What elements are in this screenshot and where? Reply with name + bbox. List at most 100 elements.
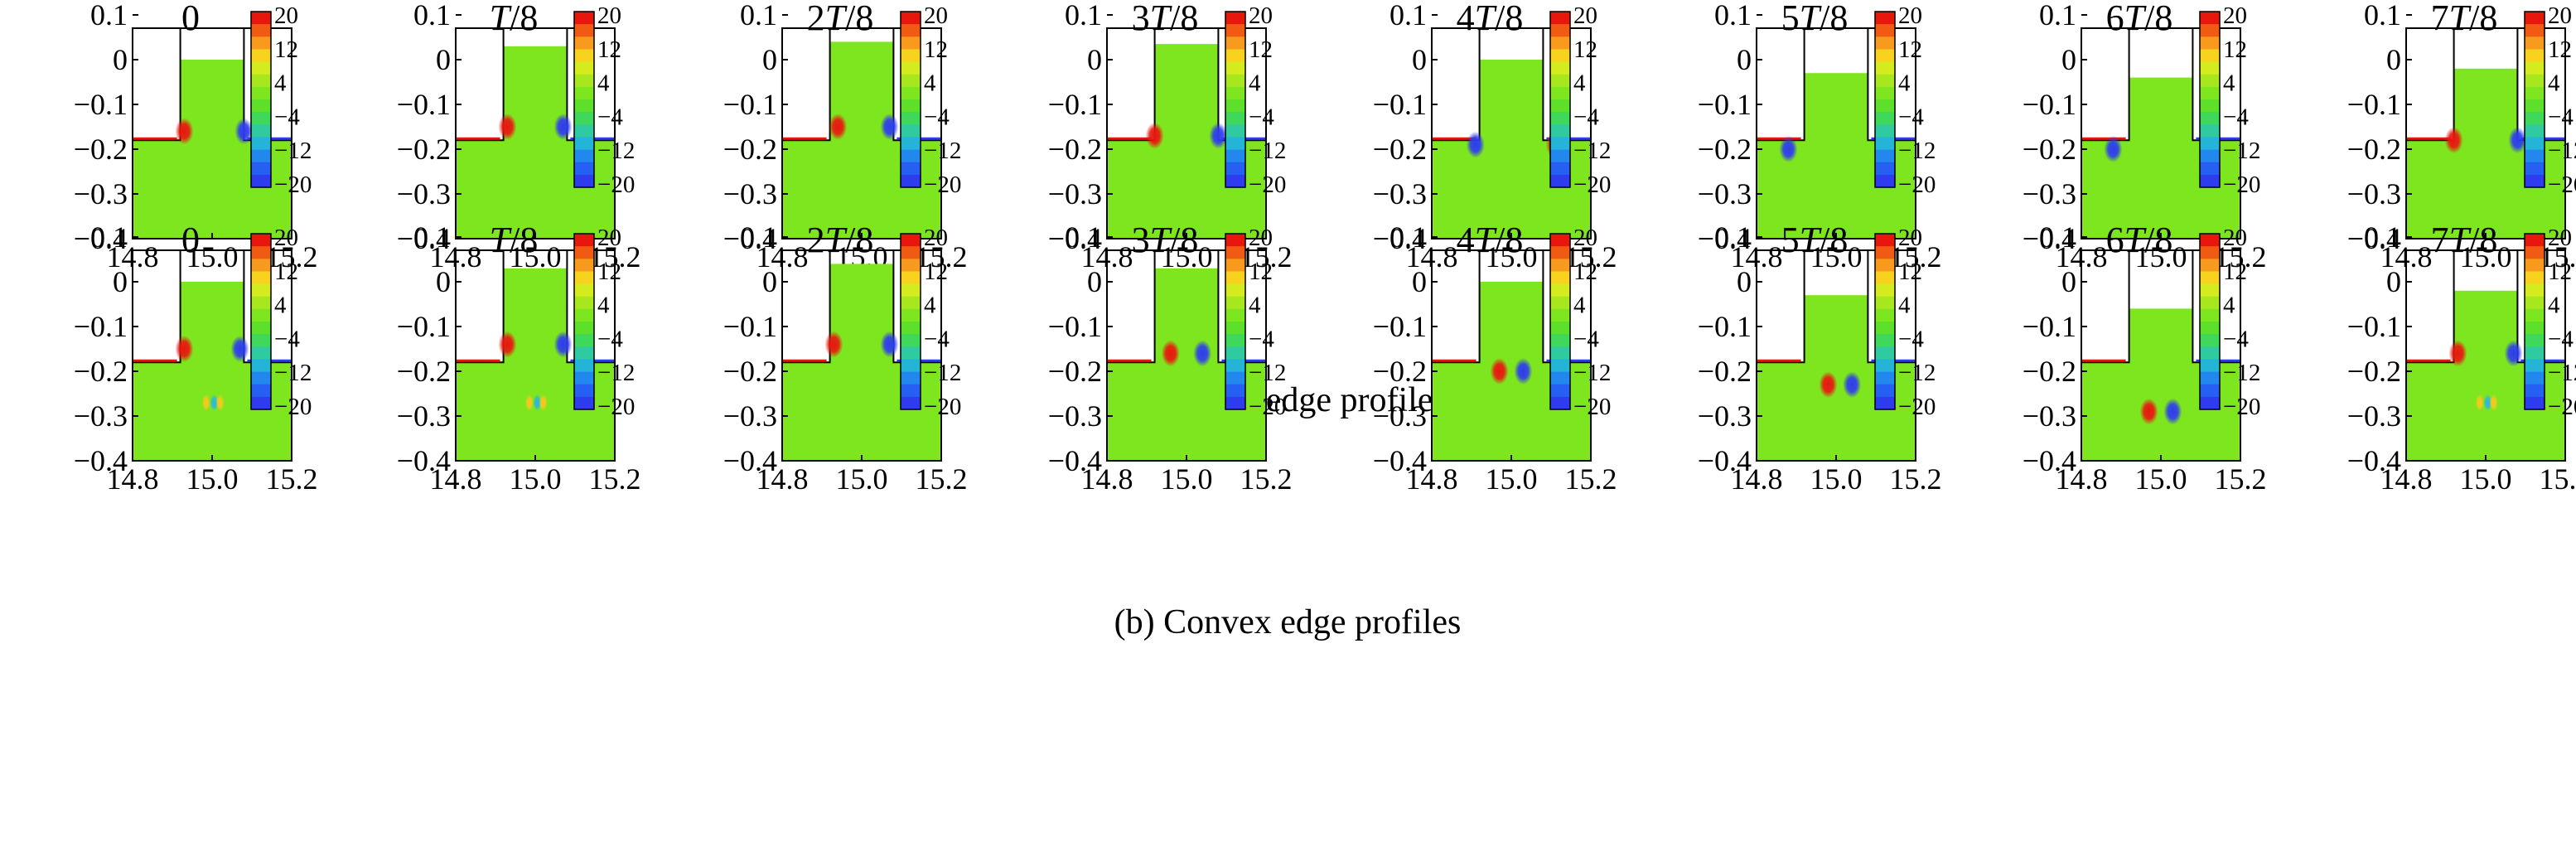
colorbar-swatch bbox=[1875, 86, 1895, 100]
colorbar-label: −12 bbox=[924, 138, 961, 164]
colorbar-swatch bbox=[2200, 346, 2220, 360]
panel-title: 2T/8 bbox=[807, 0, 874, 38]
colorbar-label: −12 bbox=[924, 360, 961, 386]
colorbar-frame bbox=[2524, 11, 2545, 188]
colorbar-swatch bbox=[1550, 246, 1570, 259]
colorbar-label: 20 bbox=[1573, 2, 1597, 29]
colorbar-swatch bbox=[901, 99, 921, 113]
vortex-1 bbox=[234, 118, 254, 145]
x-tick-label: 15.2 bbox=[1240, 462, 1293, 496]
colorbar-swatch bbox=[574, 162, 594, 176]
y-tick-label: −0.3 bbox=[74, 399, 128, 433]
colorbar-swatch bbox=[251, 24, 271, 37]
colorbar-frame bbox=[2524, 233, 2545, 410]
colorbar-label: 4 bbox=[597, 293, 610, 319]
panel-title-frac: /8 bbox=[1495, 220, 1523, 260]
y-tick-label: −0.1 bbox=[2023, 88, 2076, 121]
colorbar-swatch bbox=[2200, 334, 2220, 347]
colorbar-swatch bbox=[2200, 137, 2220, 151]
colorbar-label: −20 bbox=[2548, 394, 2576, 420]
colorbar-label: −20 bbox=[924, 394, 961, 420]
panel-title-frac: /8 bbox=[845, 220, 873, 260]
colorbar-label: 4 bbox=[1898, 293, 1911, 319]
y-tick-label: −0.3 bbox=[723, 399, 777, 433]
panel-title-T: T bbox=[1150, 220, 1173, 260]
colorbar-frame bbox=[1225, 11, 1246, 188]
panel-title: T/8 bbox=[490, 0, 539, 38]
colorbar-swatch bbox=[901, 49, 921, 63]
colorbar-swatch bbox=[574, 36, 594, 50]
colorbar-swatch bbox=[901, 308, 921, 322]
panel-title: 2T/8 bbox=[807, 220, 874, 260]
colorbar-frame bbox=[900, 233, 921, 410]
colorbar-label: 4 bbox=[597, 70, 610, 97]
panel-title-coef: 2 bbox=[807, 220, 825, 260]
colorbar-swatch bbox=[251, 283, 271, 298]
vortex-1 bbox=[880, 114, 899, 140]
y-tick-label: 0 bbox=[2061, 43, 2076, 76]
vortex-0 bbox=[1145, 122, 1164, 149]
colorbar-swatch bbox=[251, 371, 271, 385]
y-tick-label: −0.4 bbox=[1048, 444, 1102, 477]
panel-title-T: T bbox=[1800, 220, 1823, 260]
fluid-column-region bbox=[2129, 77, 2193, 142]
y-tick-label: −0.3 bbox=[1048, 399, 1102, 433]
vortex-0 bbox=[1466, 131, 1485, 158]
colorbar-swatch bbox=[2525, 234, 2545, 247]
x-tick-label: 15.0 bbox=[2135, 462, 2187, 496]
colorbar-swatch bbox=[2200, 396, 2220, 410]
colorbar-swatch bbox=[2200, 162, 2220, 176]
y-tick-label: −0.2 bbox=[1373, 133, 1427, 166]
colorbar-swatch bbox=[1550, 359, 1570, 373]
wall-left bbox=[1432, 250, 1481, 364]
colorbar-swatch bbox=[251, 396, 271, 410]
y-tick-label: −0.2 bbox=[1698, 355, 1752, 388]
colorbar-swatch bbox=[901, 112, 921, 125]
colorbar-swatch bbox=[1875, 36, 1895, 50]
panel-1-2: 0.10−0.1−0.2−0.3−0.414.8 15.0 15.22T/8 2012… bbox=[723, 220, 968, 496]
colorbar-swatch bbox=[1550, 24, 1570, 37]
vortex-0 bbox=[175, 336, 194, 362]
colorbar-swatch bbox=[1875, 308, 1895, 322]
colorbar: 20 12 4 −4 −12 −20 bbox=[1874, 225, 1936, 420]
y-tick-label: −0.2 bbox=[2023, 355, 2076, 388]
panel-title-frac: /8 bbox=[1495, 0, 1523, 38]
colorbar-swatch bbox=[574, 359, 594, 373]
y-tick-label: −0.1 bbox=[723, 88, 777, 121]
y-tick-label: −0.3 bbox=[2347, 177, 2401, 210]
colorbar-swatch bbox=[2200, 174, 2220, 188]
x-tick-label: 15.2 bbox=[2215, 462, 2267, 496]
colorbar-label: 20 bbox=[1249, 225, 1273, 251]
colorbar-label: 12 bbox=[597, 259, 621, 285]
y-tick-label: 0.1 bbox=[1389, 220, 1427, 254]
colorbar-swatch bbox=[251, 359, 271, 373]
colorbar-swatch bbox=[1225, 149, 1245, 163]
y-tick-label: −0.3 bbox=[2347, 399, 2401, 433]
colorbar-swatch bbox=[901, 162, 921, 176]
colorbar-swatch bbox=[251, 259, 271, 272]
colorbar-swatch bbox=[251, 308, 271, 322]
colorbar-swatch bbox=[901, 322, 921, 335]
colorbar-swatch bbox=[574, 283, 594, 298]
colorbar-label: −12 bbox=[2548, 138, 2576, 164]
y-tick-label: −0.4 bbox=[2023, 444, 2076, 477]
x-tick-label: 15.0 bbox=[186, 462, 239, 496]
colorbar-swatch bbox=[2525, 259, 2545, 272]
panel-title-coef: 6 bbox=[2106, 220, 2124, 260]
colorbar-swatch bbox=[1550, 124, 1570, 138]
fluid-column-region bbox=[1479, 282, 1544, 364]
y-tick-label: −0.1 bbox=[2347, 310, 2401, 343]
colorbar-swatch bbox=[1550, 308, 1570, 322]
wake-vortex-0 bbox=[524, 394, 534, 411]
colorbar-swatch bbox=[1550, 12, 1570, 25]
colorbar: 20 12 4 −4 −12 −20 bbox=[2524, 2, 2576, 198]
panel-title-frac: /8 bbox=[2469, 0, 2497, 38]
colorbar-swatch bbox=[2200, 49, 2220, 63]
colorbar-label: −12 bbox=[597, 360, 635, 386]
colorbar: 20 12 4 −4 −12 −20 bbox=[2199, 2, 2260, 198]
colorbar-swatch bbox=[1225, 346, 1245, 360]
colorbar-label: −12 bbox=[1249, 138, 1286, 164]
colorbar-swatch bbox=[574, 396, 594, 410]
colorbar-label: 12 bbox=[1573, 36, 1597, 63]
y-tick-label: 0 bbox=[113, 265, 128, 298]
